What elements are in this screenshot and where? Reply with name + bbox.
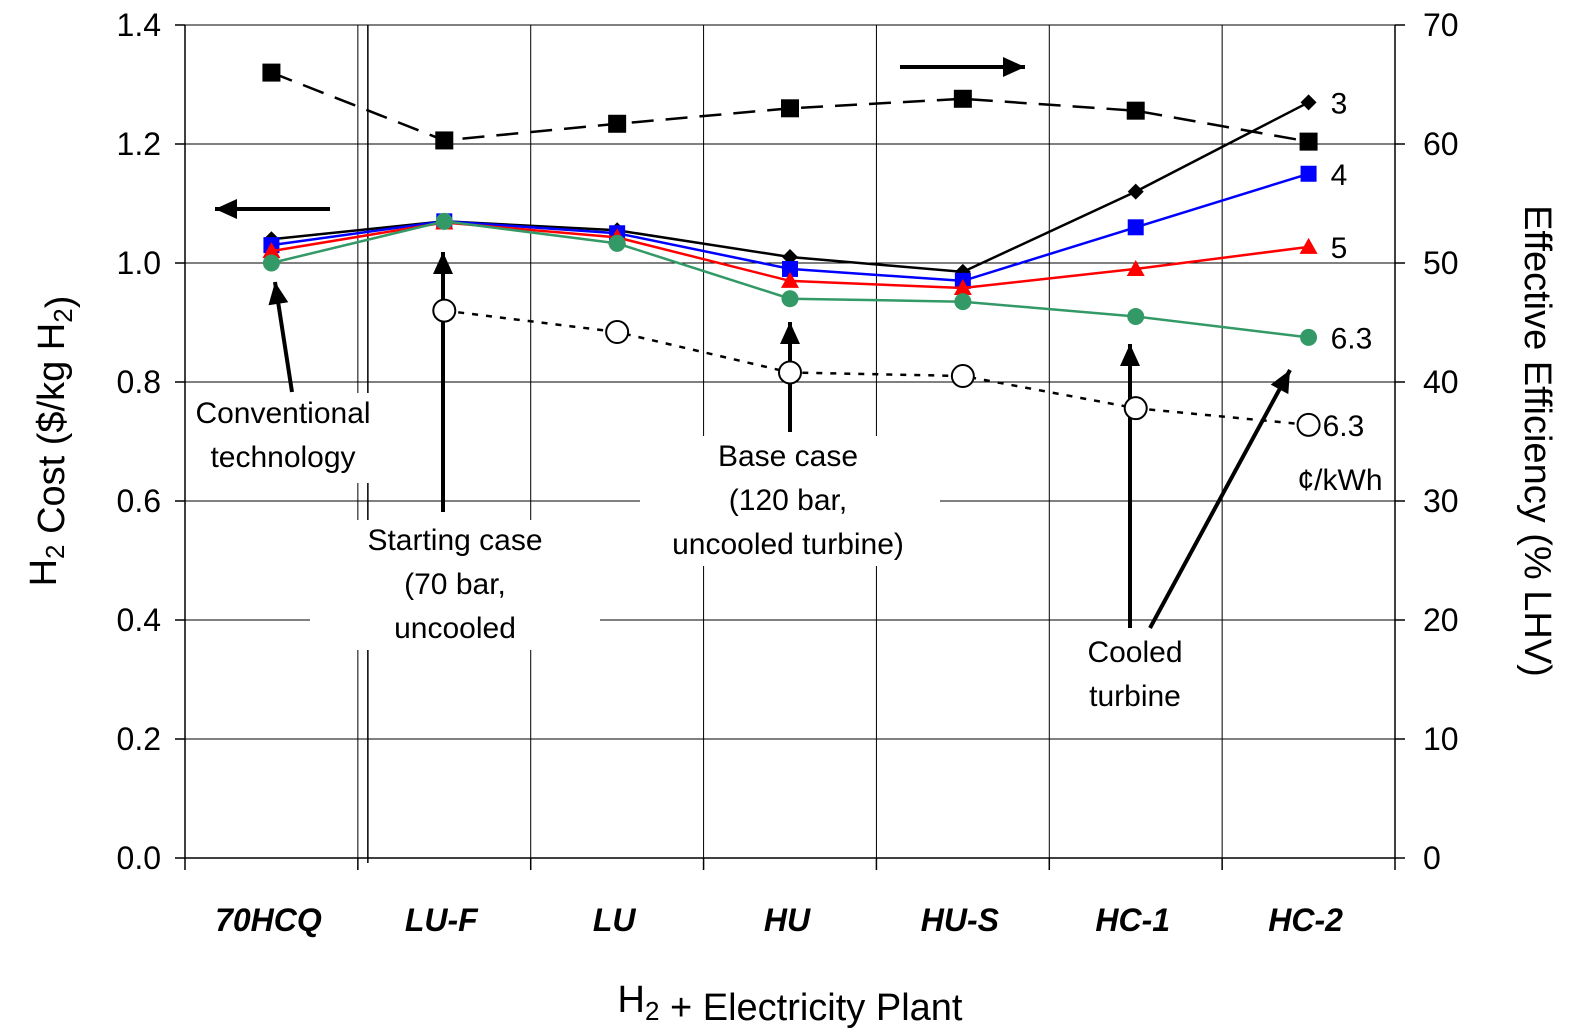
series-point-2: [1126, 259, 1145, 276]
arrow-right-axis-head: [1003, 57, 1025, 77]
series-point-3: [262, 254, 280, 272]
y2-axis-title: Effective Efficiency (% LHV): [1516, 205, 1558, 677]
data-series: [262, 63, 1321, 437]
x-tick-label: 70HCQ: [215, 902, 322, 938]
series-point-3: [781, 290, 799, 308]
series-point-3: [1127, 308, 1145, 326]
y-tick-label-right: 30: [1423, 483, 1459, 519]
y-tick-label-left: 1.0: [117, 245, 161, 281]
series-end-label: 6.3: [1323, 410, 1365, 443]
arrow-cooled-head: [1120, 344, 1140, 366]
annotation-text: technology: [210, 441, 355, 474]
series-point-3: [1300, 328, 1318, 346]
series-line-5: [444, 309, 1309, 427]
x-tick-label: HU-S: [921, 902, 1000, 938]
x-tick-label: LU-F: [405, 902, 479, 938]
series-point-2: [1299, 237, 1318, 254]
y-axis-title: H2 Cost ($/kg H2): [23, 296, 81, 587]
annotation-box: [205, 393, 395, 483]
series-point-5: [432, 298, 457, 323]
y-tick-label-left: 0.6: [117, 483, 161, 519]
annotation-text: uncooled: [394, 612, 516, 645]
series-point-3: [608, 234, 626, 252]
series-point-2: [781, 271, 799, 288]
series-point-4: [953, 89, 972, 108]
price-unit-label: ¢/kWh: [1297, 464, 1382, 497]
series-point-1: [782, 260, 798, 277]
arrow-left-axis-head: [215, 199, 237, 219]
arrow-conventional-head: [268, 282, 289, 306]
arrow-cooled-2: [1148, 369, 1292, 629]
series-end-label: 5: [1331, 232, 1348, 265]
series-end-label: 3: [1331, 87, 1348, 120]
series-point-4: [781, 99, 799, 118]
series-point-3: [954, 293, 972, 311]
y-tick-label-right: 50: [1423, 245, 1459, 281]
series-point-4: [435, 131, 454, 150]
y-tick-label-right: 10: [1423, 721, 1459, 757]
y-tick-label-left: 1.4: [117, 7, 161, 43]
y-tick-label-right: 0: [1423, 840, 1441, 876]
annotation-text: (70 bar,: [404, 568, 506, 601]
x-tick-label: HC-1: [1095, 902, 1170, 938]
series-point-4: [608, 114, 627, 133]
y-tick-label-left: 0.2: [117, 721, 161, 757]
x-tick-label: HC-2: [1268, 902, 1343, 938]
x-tick-label: HU: [764, 902, 811, 938]
series-point-4: [1299, 132, 1318, 151]
y-tick-label-left: 0.4: [117, 602, 161, 638]
series-point-2: [262, 242, 281, 259]
series-point-5: [1123, 396, 1148, 421]
annotations: Conventional technology Starting case (70 b…: [195, 57, 1292, 722]
arrow-base-head: [780, 322, 800, 344]
series-point-1: [1127, 219, 1144, 236]
annotation-text: (120 bar,: [729, 484, 847, 517]
series-point-1: [1300, 165, 1317, 182]
annotation-text: Starting case: [367, 524, 542, 557]
annotation-text: Cooled: [1087, 636, 1182, 669]
annotation-text: turbine: [1089, 680, 1181, 713]
arrow-starting-head: [433, 252, 453, 274]
series-end-label: 4: [1331, 159, 1348, 192]
series-point-5: [605, 320, 630, 345]
x-axis-title: H2 + Electricity Plant: [618, 979, 963, 1029]
y-tick-label-left: 0.8: [117, 364, 161, 400]
series-point-4: [262, 63, 281, 82]
arrow-cooled-2-head: [1270, 370, 1290, 395]
labels: 0.0 0.2 0.4 0.6 0.8 1.0 1.2 1.4 0 10 20 30 40 50 60 70 7…: [23, 7, 1558, 1029]
series-point-0: [1300, 94, 1317, 111]
series-point-0: [1127, 183, 1144, 200]
annotation-text: uncooled turbine): [672, 528, 904, 561]
y-tick-label-right: 70: [1423, 7, 1459, 43]
x-tick-label: LU: [593, 902, 637, 938]
annotation-text: Base case: [718, 440, 858, 473]
y-tick-label-left: 0.0: [117, 840, 161, 876]
annotation-text: Conventional: [195, 397, 370, 430]
y-tick-label-right: 40: [1423, 364, 1459, 400]
y-tick-label-left: 1.2: [117, 126, 161, 162]
axes: [175, 24, 1405, 870]
annotation-box: [310, 520, 600, 650]
series-point-5: [950, 364, 975, 389]
series-point-4: [1126, 101, 1145, 120]
series-point-5: [1296, 412, 1321, 437]
series-point-3: [435, 212, 453, 230]
series-point-2: [953, 278, 972, 295]
series-line-0: [271, 101, 1310, 274]
y-tick-label-right: 60: [1423, 126, 1459, 162]
annotation-box: [1065, 632, 1205, 722]
series-end-label: 6.3: [1331, 322, 1373, 355]
annotation-box: [640, 436, 940, 566]
y-tick-label-right: 20: [1423, 602, 1459, 638]
series-point-5: [778, 360, 802, 385]
